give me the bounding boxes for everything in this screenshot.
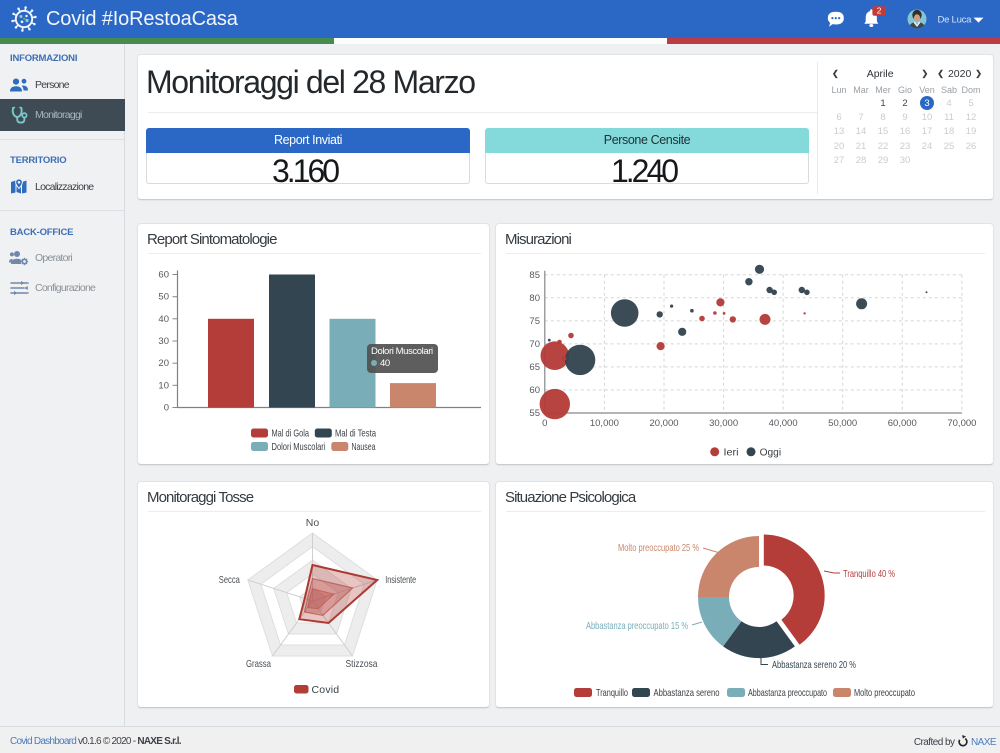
svg-text:Mal di Gola: Mal di Gola — [272, 428, 310, 440]
svg-text:10,000: 10,000 — [590, 418, 619, 429]
svg-text:30: 30 — [158, 336, 169, 347]
svg-text:60: 60 — [529, 385, 540, 396]
svg-text:40: 40 — [158, 314, 169, 325]
svg-text:60: 60 — [158, 270, 169, 281]
svg-text:65: 65 — [529, 362, 540, 373]
svg-text:Abbastanza sereno: Abbastanza sereno — [654, 687, 720, 699]
svg-text:50,000: 50,000 — [828, 418, 857, 429]
svg-text:20: 20 — [158, 358, 169, 369]
svg-text:De Luca: De Luca — [938, 15, 973, 26]
svg-text:70: 70 — [529, 339, 540, 350]
svg-text:Abbastanza preoccupato 15 %: Abbastanza preoccupato 15 % — [586, 620, 688, 632]
svg-text:Abbastanza sereno 20 %: Abbastanza sereno 20 % — [772, 659, 856, 671]
svg-text:0: 0 — [164, 403, 169, 414]
svg-text:10: 10 — [158, 380, 169, 391]
svg-text:20,000: 20,000 — [649, 418, 678, 429]
svg-text:Oggi: Oggi — [760, 446, 782, 458]
svg-text:Nausea: Nausea — [352, 441, 376, 453]
svg-text:Covid: Covid — [312, 684, 340, 696]
svg-text:60,000: 60,000 — [888, 418, 917, 429]
svg-text:50: 50 — [158, 292, 169, 303]
svg-text:0: 0 — [542, 418, 547, 429]
svg-text:Grassa: Grassa — [246, 658, 271, 670]
svg-text:Dolori Muscolari: Dolori Muscolari — [272, 441, 326, 453]
svg-text:Secca: Secca — [219, 574, 240, 586]
svg-text:Mal di Testa: Mal di Testa — [335, 428, 376, 440]
svg-text:Molto preoccupato 25 %: Molto preoccupato 25 % — [618, 542, 699, 554]
svg-text:Molto preoccupato: Molto preoccupato — [854, 687, 915, 699]
svg-text:Tranquillo: Tranquillo — [596, 687, 628, 699]
svg-text:Ieri: Ieri — [724, 446, 739, 458]
svg-text:Abbastanza preoccupato: Abbastanza preoccupato — [748, 687, 827, 699]
svg-text:80: 80 — [529, 293, 540, 304]
svg-text:55: 55 — [529, 408, 540, 419]
svg-text:70,000: 70,000 — [947, 418, 976, 429]
svg-text:30,000: 30,000 — [709, 418, 738, 429]
svg-text:40,000: 40,000 — [769, 418, 798, 429]
svg-text:Insistente: Insistente — [385, 574, 416, 586]
svg-text:75: 75 — [529, 316, 540, 327]
svg-text:No: No — [306, 517, 320, 529]
svg-text:Tranquillo 40 %: Tranquillo 40 % — [843, 568, 895, 580]
svg-text:Stizzosa: Stizzosa — [346, 658, 378, 670]
svg-text:85: 85 — [529, 270, 540, 281]
svg-text:2: 2 — [877, 6, 882, 16]
